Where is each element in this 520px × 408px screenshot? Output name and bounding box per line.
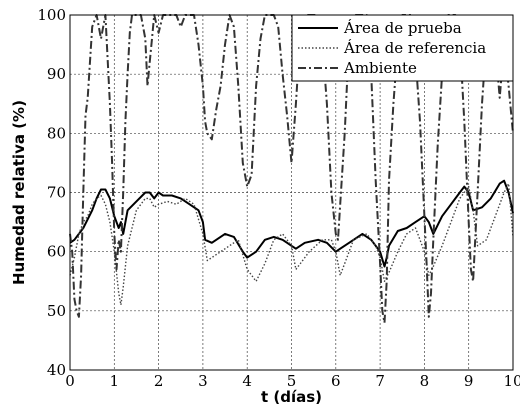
x-tick-label: 9	[464, 372, 474, 390]
x-tick-label: 10	[503, 372, 520, 390]
legend-label: Área de referencia	[343, 39, 486, 57]
y-tick-label: 90	[47, 65, 66, 83]
y-tick-label: 80	[47, 124, 66, 142]
y-tick-label: 70	[47, 184, 66, 202]
series-line-2	[69, 14, 514, 324]
series-lines	[69, 14, 514, 324]
x-tick-label: 4	[242, 372, 252, 390]
legend: Área de prueba Área de referencia Ambiente	[291, 14, 514, 82]
y-tick-labels: 40 50 60 70 80 90 100	[37, 6, 66, 379]
legend-label: Ambiente	[343, 59, 417, 77]
x-tick-label: 5	[287, 372, 297, 390]
series-line-0	[69, 179, 514, 268]
x-tick-labels: 0 1 2 3 4 5 6 7 8 9 10	[65, 372, 520, 390]
y-axis-label: Humedad relativa (%)	[10, 100, 28, 285]
x-tick-label: 3	[198, 372, 208, 390]
legend-box	[291, 14, 514, 82]
x-tick-label: 7	[375, 372, 385, 390]
x-tick-label: 0	[65, 372, 75, 390]
y-tick-label: 40	[47, 361, 66, 379]
y-tick-label: 60	[47, 243, 66, 261]
legend-label: Área de prueba	[343, 19, 462, 37]
x-tick-label: 6	[331, 372, 341, 390]
y-tick-label: 100	[37, 6, 66, 24]
x-tick-label: 2	[154, 372, 164, 390]
y-tick-label: 50	[47, 302, 66, 320]
x-tick-label: 8	[420, 372, 430, 390]
x-axis-label: t (días)	[261, 388, 322, 406]
x-tick-label: 1	[110, 372, 120, 390]
series-line-1	[69, 182, 514, 306]
